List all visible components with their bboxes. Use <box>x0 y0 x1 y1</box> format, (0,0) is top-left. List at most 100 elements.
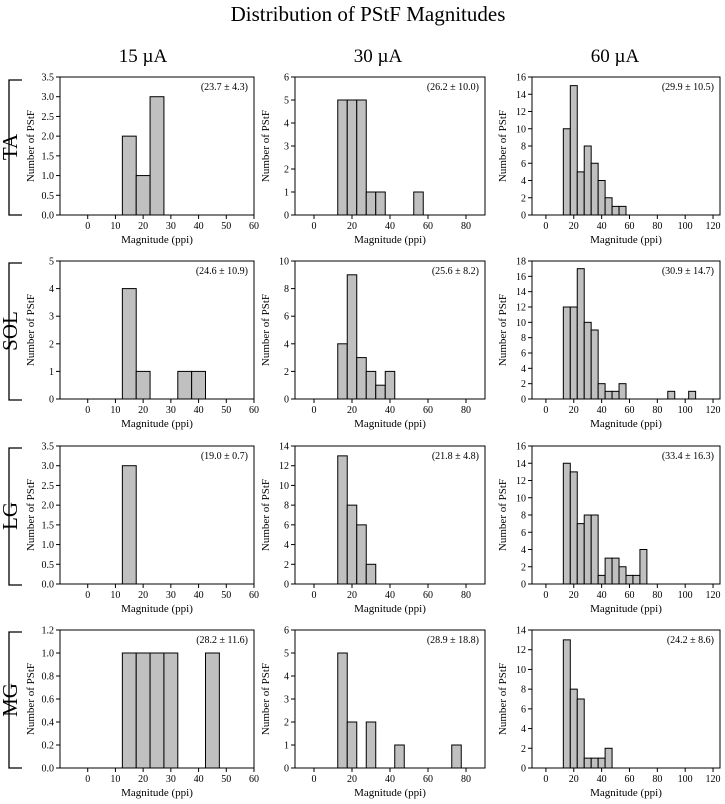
histogram-panels: 0 10 20 30 40 50 600.00.51.01.52.02.53.03.5Mag… <box>25 73 721 800</box>
bar-lg-60-a-bin-10 <box>632 574 641 585</box>
y-tick-label: 14 <box>516 90 526 101</box>
x-axis-label: Magnitude (ppi) <box>590 418 662 430</box>
y-tick-label: 0.5 <box>42 560 55 571</box>
x-tick-label: 20 <box>569 774 579 785</box>
x-tick-label: 20 <box>138 221 148 232</box>
y-tick-label: 5 <box>284 96 289 107</box>
y-axis-label: Number of PStF <box>497 110 509 182</box>
x-axis-label: Magnitude (ppi) <box>121 418 193 430</box>
y-tick-label: 2 <box>521 193 526 204</box>
row-bracket-ta <box>8 79 22 216</box>
x-tick-label: 20 <box>138 590 148 601</box>
y-tick-label: 4 <box>521 724 526 735</box>
y-tick-label: 10 <box>516 493 526 504</box>
bar-ta-30-a-bin-5 <box>413 191 424 216</box>
x-tick-label: 30 <box>166 590 176 601</box>
y-tick-label: 2 <box>284 718 289 729</box>
y-tick-label: 12 <box>516 107 526 118</box>
y-tick-label: 14 <box>279 442 289 453</box>
column-header-60ua: 60 µA <box>591 46 640 67</box>
bar-mg-15-a-bin-0 <box>121 652 137 769</box>
y-tick-label: 4 <box>284 339 289 350</box>
bar-sol-60-a-bin-6 <box>604 390 613 400</box>
y-tick-label: 2.5 <box>42 481 55 492</box>
bar-mg-30-a-bin-3 <box>394 744 405 769</box>
x-tick-label: 100 <box>678 405 693 416</box>
mean-sd-annotation: (24.6 ± 10.9) <box>196 266 248 277</box>
x-tick-label: 60 <box>624 590 634 601</box>
x-tick-label: 0 <box>312 221 317 232</box>
y-tick-label: 1 <box>49 367 54 378</box>
x-tick-label: 60 <box>249 774 259 785</box>
panel-sol-60-a: 0 20 40 60 80 100 120 0 2 4 6 8 10 12 14 16 18 Magnitude … <box>497 257 721 431</box>
x-tick-label: 80 <box>461 774 471 785</box>
y-tick-label: 2 <box>521 562 526 573</box>
bar-lg-60-a-bin-7 <box>611 557 620 585</box>
y-tick-label: 0.0 <box>42 580 55 591</box>
y-tick-label: 3.0 <box>42 92 55 103</box>
mean-sd-annotation: (30.9 ± 14.7) <box>662 266 714 277</box>
x-tick-label: 80 <box>461 590 471 601</box>
panel-ta-30-a: 0 20 40 60 80 0 1 2 3 4 5 6 Magnitude (ppi) Number of… <box>260 73 486 246</box>
y-tick-label: 2.0 <box>42 501 55 512</box>
x-tick-label: 10 <box>110 774 120 785</box>
x-tick-label: 120 <box>706 221 721 232</box>
y-tick-label: 14 <box>516 459 526 470</box>
panel-sol-15-a: 0 10 20 30 40 50 60 0 1 2 3 4 5 Magnitude (ppi) Number… <box>25 257 259 431</box>
y-tick-label: 2 <box>49 339 54 350</box>
x-tick-label: 0 <box>85 774 90 785</box>
x-tick-label: 20 <box>347 590 357 601</box>
panel-ta-15-a: 0 10 20 30 40 50 60 0.0 0.5 1.0 1.5 2.0 2.5 3.0 3.5 Mag… <box>25 73 259 247</box>
mean-sd-annotation: (24.2 ± 8.6) <box>667 635 714 646</box>
x-tick-label: 100 <box>678 221 693 232</box>
plot-frame <box>294 445 486 585</box>
bar-mg-15-a-bin-1 <box>135 652 151 769</box>
y-tick-label: 0 <box>521 764 526 775</box>
x-tick-label: 20 <box>138 774 148 785</box>
mean-sd-annotation: (29.9 ± 10.5) <box>662 82 714 93</box>
row-bracket-lg <box>8 447 22 586</box>
bar-sol-30-a-bin-5 <box>384 370 396 400</box>
plot-frame <box>294 76 486 216</box>
x-tick-label: 0 <box>543 774 548 785</box>
y-axis-label: Number of PStF <box>497 479 509 551</box>
bar-ta-60-a-bin-4 <box>590 162 599 216</box>
bar-mg-30-a-bin-4 <box>451 744 462 769</box>
y-tick-label: 2.5 <box>42 112 55 123</box>
mean-sd-annotation: (33.4 ± 16.3) <box>662 451 714 462</box>
x-tick-label: 0 <box>312 774 317 785</box>
x-tick-label: 40 <box>194 774 204 785</box>
y-tick-label: 4 <box>521 176 526 187</box>
x-tick-label: 0 <box>85 590 90 601</box>
row-bracket-sol <box>8 262 22 401</box>
x-tick-label: 40 <box>385 221 395 232</box>
y-tick-label: 16 <box>516 272 526 283</box>
bar-lg-60-a-bin-0 <box>562 462 571 585</box>
bar-sol-30-a-bin-4 <box>375 384 386 400</box>
bar-ta-30-a-bin-2 <box>356 99 367 216</box>
plot-frame <box>531 76 721 216</box>
y-tick-label: 2 <box>284 165 289 176</box>
bar-ta-15-a-bin-0 <box>121 135 137 216</box>
y-axis-label: Number of PStF <box>260 663 272 735</box>
y-tick-label: 4 <box>521 364 526 375</box>
bar-sol-30-a-bin-1 <box>346 274 358 400</box>
y-tick-label: 4 <box>521 545 526 556</box>
x-tick-label: 0 <box>543 405 548 416</box>
x-tick-label: 80 <box>461 405 471 416</box>
x-tick-label: 30 <box>166 774 176 785</box>
y-tick-label: 3.5 <box>42 73 55 84</box>
bar-lg-60-a-bin-5 <box>597 574 606 585</box>
y-tick-label: 12 <box>516 645 526 656</box>
y-tick-label: 0.0 <box>42 211 55 222</box>
y-tick-label: 0 <box>284 211 289 222</box>
bar-mg-60-a-bin-2 <box>576 698 585 769</box>
bar-ta-60-a-bin-6 <box>604 197 613 216</box>
bar-mg-60-a-bin-0 <box>562 639 571 769</box>
bar-mg-60-a-bin-4 <box>590 757 599 769</box>
y-tick-label: 3 <box>284 142 289 153</box>
bar-sol-30-a-bin-0 <box>337 343 348 400</box>
bar-mg-30-a-bin-1 <box>346 721 358 769</box>
x-tick-label: 40 <box>597 774 607 785</box>
y-tick-label: 10 <box>279 257 289 268</box>
